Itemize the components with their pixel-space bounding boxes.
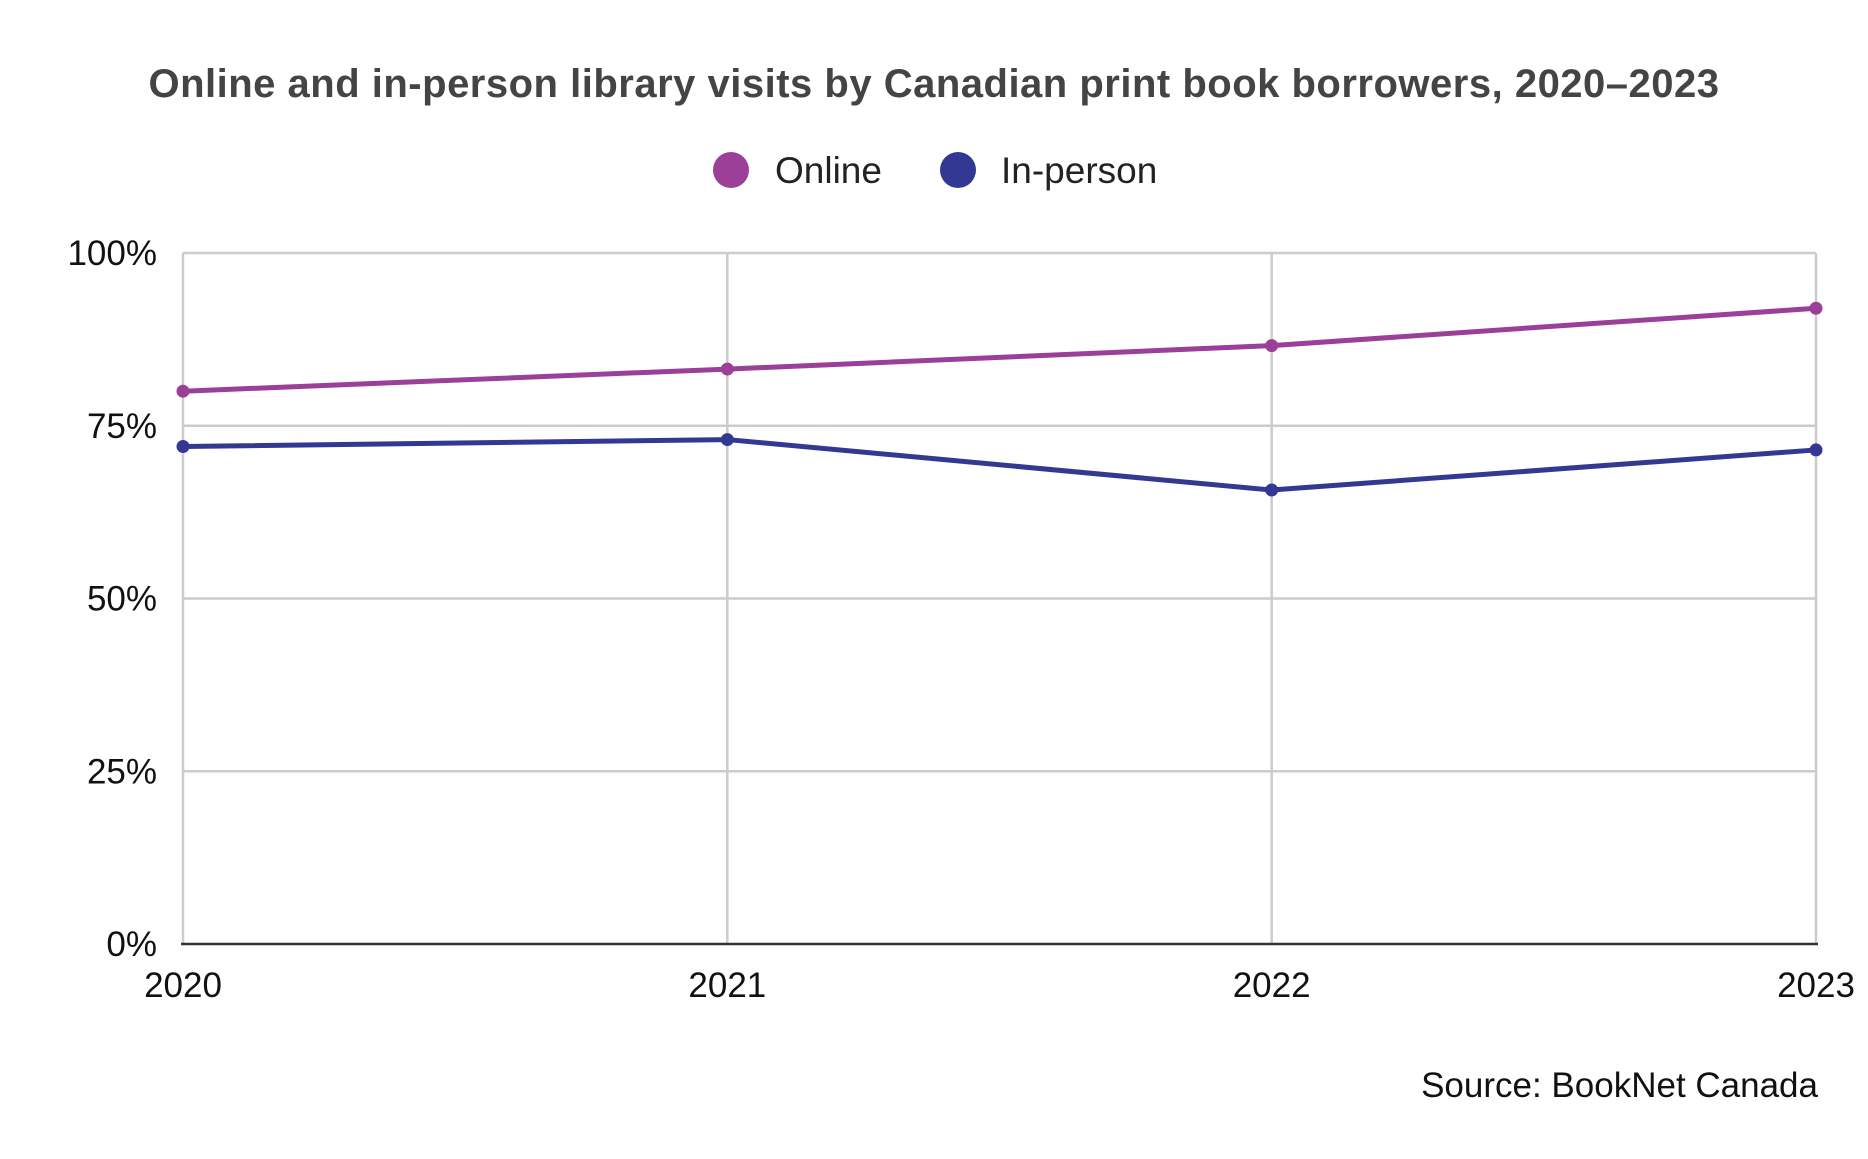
x-tick-label: 2023 <box>1777 966 1855 1005</box>
data-point-in-person <box>1265 483 1279 497</box>
data-point-online <box>1265 339 1279 353</box>
series-line-online <box>180 305 1819 394</box>
legend: Online In-person <box>713 150 1157 191</box>
x-tick-label: 2021 <box>688 966 766 1005</box>
y-tick-label: 0% <box>106 925 157 964</box>
y-tick-label: 100% <box>67 234 157 273</box>
source-note: Source: BookNet Canada <box>1421 1066 1818 1105</box>
y-tick-label: 25% <box>87 752 157 791</box>
series-in-person <box>176 433 1823 497</box>
y-axis-tick-labels: 0% 25% 50% 75% 100% <box>67 234 157 964</box>
legend-label-in-person: In-person <box>1001 150 1157 191</box>
series-online <box>176 301 1823 398</box>
data-point-in-person <box>176 439 190 453</box>
data-point-online <box>720 362 734 376</box>
y-tick-label: 50% <box>87 580 157 619</box>
x-tick-label: 2022 <box>1233 966 1311 1005</box>
series-layer <box>176 301 1823 497</box>
legend-marker-online <box>713 152 749 188</box>
x-tick-label: 2020 <box>144 966 222 1005</box>
data-point-online <box>1809 301 1823 315</box>
series-line-in-person <box>180 437 1819 493</box>
legend-marker-in-person <box>940 152 976 188</box>
y-tick-label: 75% <box>87 407 157 446</box>
x-axis-tick-labels: 2020 2021 2022 2023 <box>144 966 1855 1005</box>
data-point-in-person <box>720 433 734 447</box>
legend-label-online: Online <box>775 150 882 191</box>
data-point-online <box>176 384 190 398</box>
chart-title: Online and in-person library visits by C… <box>148 62 1719 106</box>
data-point-in-person <box>1809 443 1823 457</box>
